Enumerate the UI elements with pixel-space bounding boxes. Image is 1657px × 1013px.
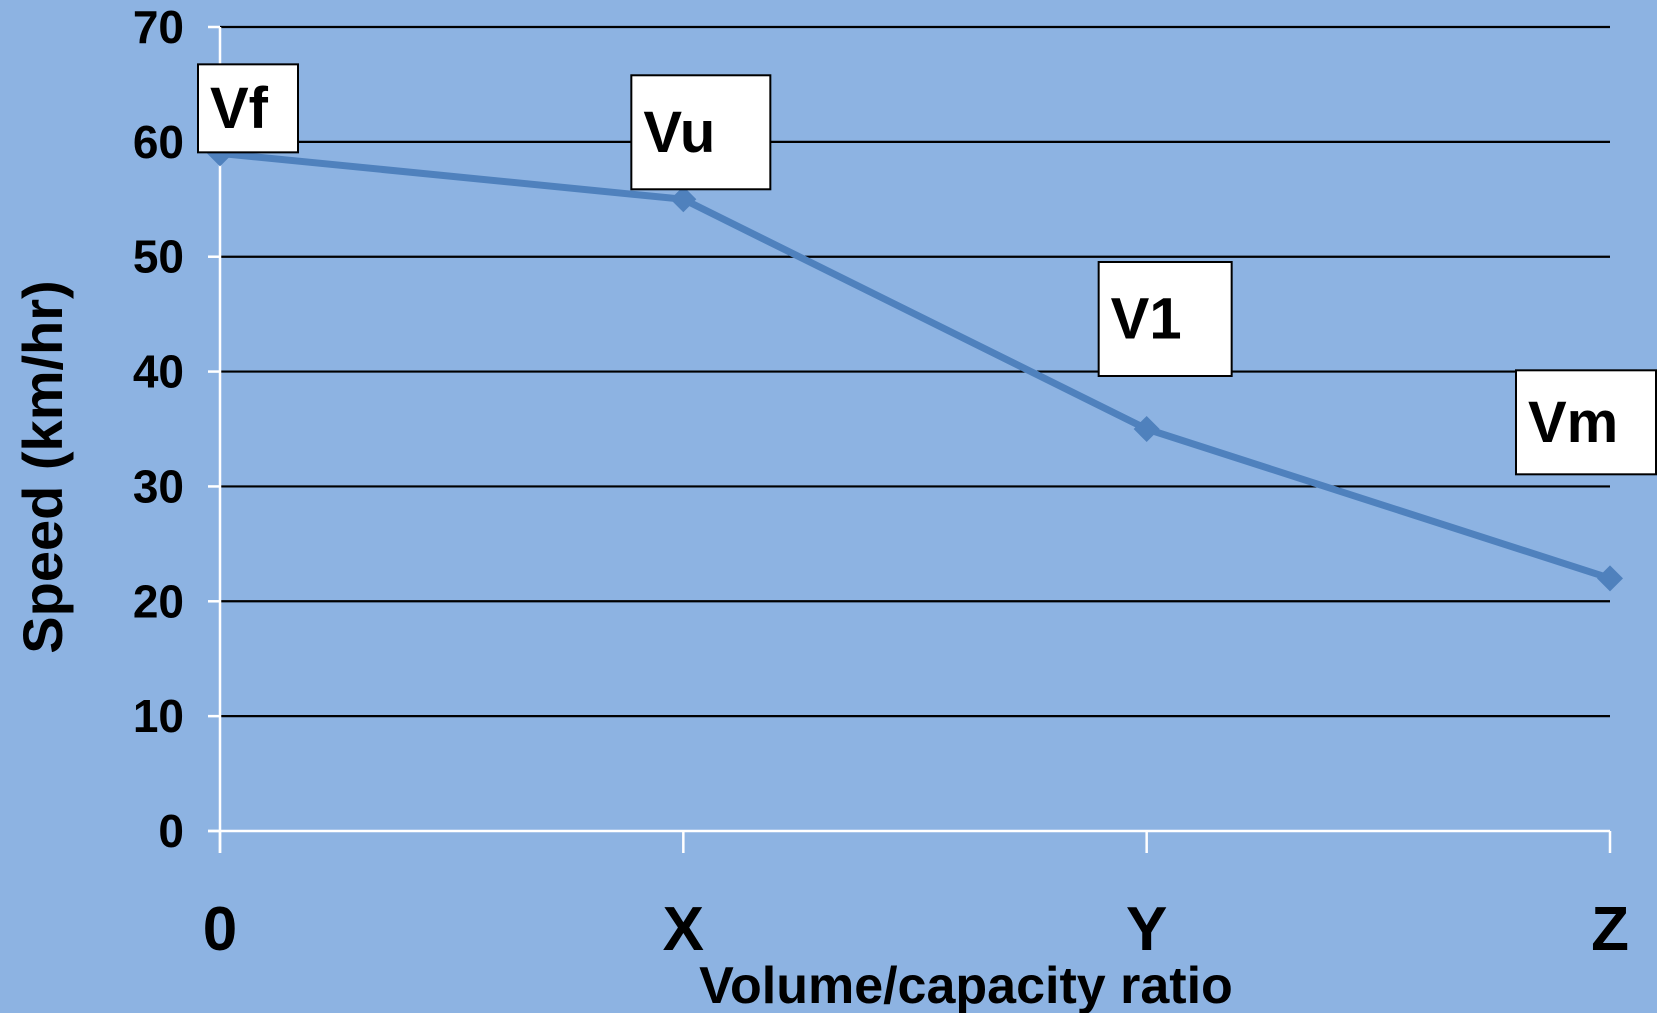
series-line-0 bbox=[216, 149, 1614, 582]
point-label-3: Vm bbox=[1515, 369, 1657, 476]
data-point-2 bbox=[1133, 416, 1160, 442]
point-label-1: Vu bbox=[630, 74, 772, 191]
point-label-box-3 bbox=[1515, 369, 1657, 476]
data-point-3 bbox=[1597, 565, 1623, 592]
axes bbox=[208, 25, 1612, 853]
point-labels: Vf Vu V1 Vm bbox=[197, 63, 1657, 476]
data-point-1 bbox=[670, 186, 697, 213]
x-tick-label-2: Y bbox=[1126, 895, 1167, 964]
point-label-text-3: Vm bbox=[1528, 390, 1618, 455]
y-tick-label-50: 50 bbox=[133, 231, 184, 283]
point-label-text-2: V1 bbox=[1111, 287, 1182, 352]
y-tick-label-10: 10 bbox=[133, 690, 184, 742]
point-label-0: Vf bbox=[197, 63, 299, 154]
y-tick-label-0: 0 bbox=[158, 805, 184, 857]
point-label-box-0 bbox=[197, 63, 299, 154]
x-tick-label-3: Z bbox=[1591, 895, 1629, 964]
gridlines bbox=[220, 25, 1610, 718]
x-tick-label-1: X bbox=[663, 895, 704, 964]
point-label-box-2 bbox=[1097, 261, 1233, 377]
x-axis-title: Volume/capacity ratio bbox=[699, 957, 1233, 1013]
point-label-box-1 bbox=[630, 74, 772, 191]
y-tick-label-40: 40 bbox=[133, 346, 184, 398]
y-tick-label-60: 60 bbox=[133, 116, 184, 168]
point-label-2: V1 bbox=[1097, 261, 1233, 377]
y-tick-label-70: 70 bbox=[133, 1, 184, 53]
point-label-text-1: Vu bbox=[643, 100, 715, 165]
axis-text: 0 10 20 30 40 50 60 70 0 X Y Z Volume/capacity ratio… bbox=[11, 1, 1629, 1013]
point-label-text-0: Vf bbox=[210, 76, 269, 141]
series-line-group bbox=[207, 140, 1623, 592]
x-tick-label-0: 0 bbox=[203, 895, 237, 964]
y-axis-title: Speed (km/hr) bbox=[11, 280, 74, 653]
y-tick-label-30: 30 bbox=[133, 460, 184, 512]
y-tick-label-20: 20 bbox=[133, 575, 184, 627]
